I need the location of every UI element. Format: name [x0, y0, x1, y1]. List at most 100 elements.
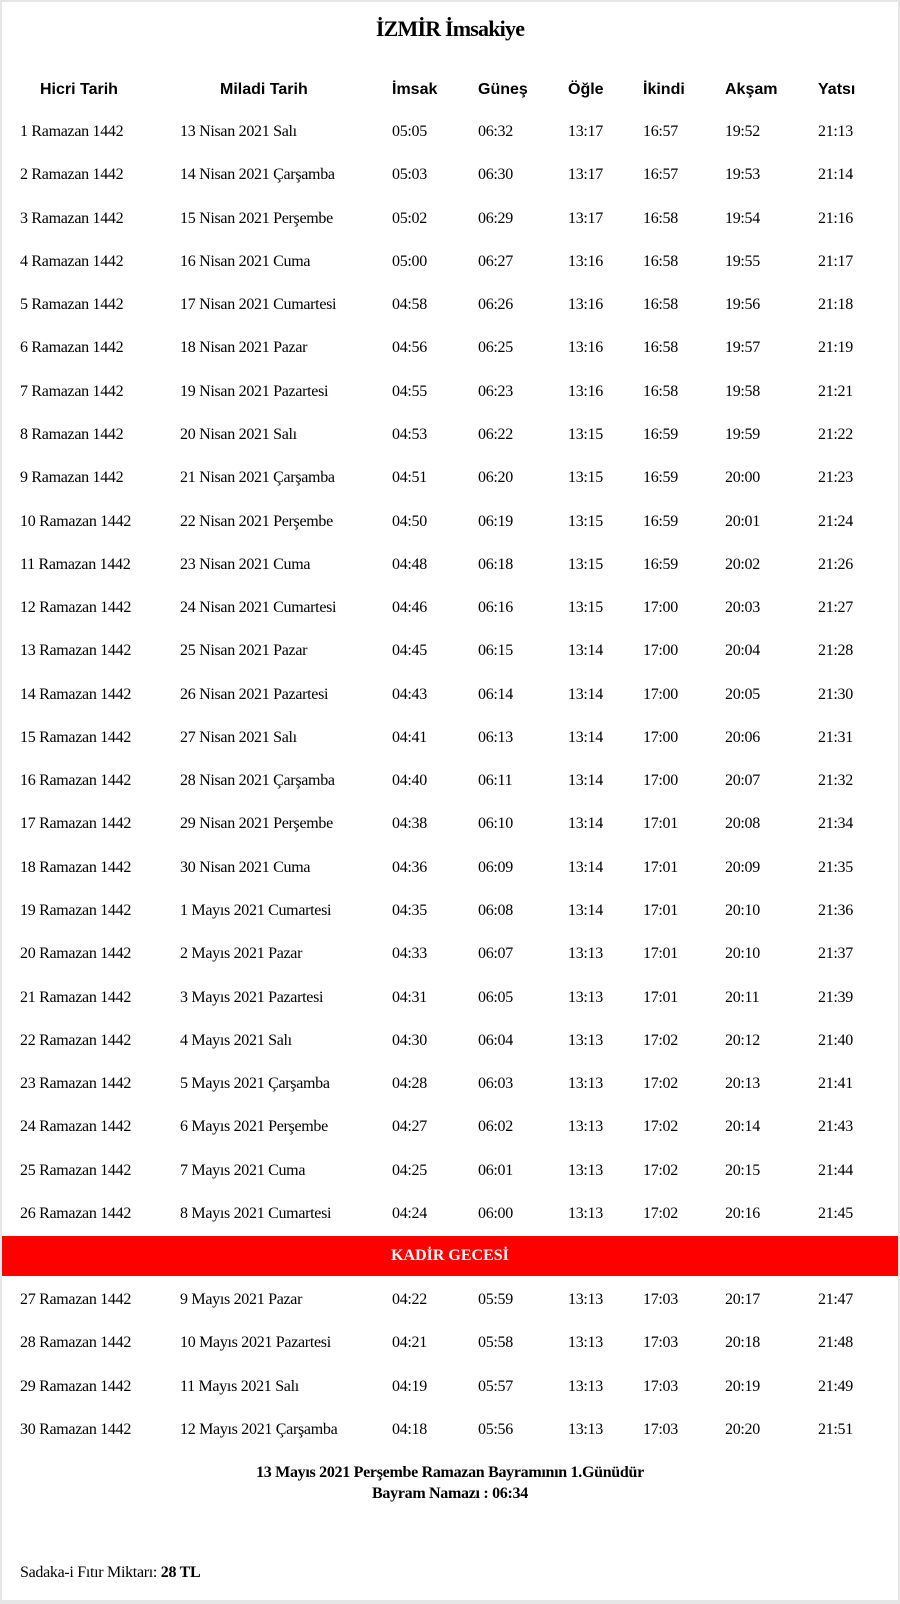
- cell-gunes: 06:10: [478, 815, 513, 833]
- cell-miladi-tarih: 27 Nisan 2021 Salı: [180, 728, 297, 746]
- bayram-note: 13 Mayıs 2021 Perşembe Ramazan Bayramını…: [256, 1464, 644, 1481]
- cell-miladi-tarih: 7 Mayıs 2021 Cuma: [180, 1161, 306, 1179]
- cell-gunes: 06:20: [478, 469, 513, 487]
- cell-hicri-tarih: 19 Ramazan 1442: [20, 902, 132, 920]
- cell-hicri-tarih: 26 Ramazan 1442: [20, 1205, 132, 1222]
- cell-ogle: 13:13: [568, 988, 603, 1006]
- cell-aksam: 20:18: [725, 1334, 760, 1352]
- cell-ogle: 13:15: [568, 599, 603, 617]
- cell-ogle: 13:15: [568, 555, 603, 573]
- cell-ikindi: 17:02: [643, 1205, 678, 1222]
- sadaka-value: 28 TL: [160, 1564, 201, 1581]
- cell-aksam: 20:14: [725, 1118, 760, 1136]
- cell-ikindi: 17:02: [643, 1075, 678, 1093]
- cell-ikindi: 17:03: [643, 1291, 678, 1308]
- cell-imsak: 04:51: [392, 469, 427, 487]
- cell-aksam: 19:57: [725, 339, 760, 357]
- kadir-gecesi-banner: KADİR GECESİ: [2, 1236, 898, 1276]
- cell-imsak: 04:36: [392, 858, 427, 876]
- cell-miladi-tarih: 13 Nisan 2021 Salı: [180, 123, 297, 140]
- cell-gunes: 06:11: [478, 772, 513, 790]
- cell-yatsi: 21:30: [818, 685, 853, 703]
- cell-ogle: 13:16: [568, 296, 603, 314]
- cell-ogle: 13:17: [568, 166, 603, 184]
- cell-hicri-tarih: 9 Ramazan 1442: [20, 469, 124, 487]
- cell-aksam: 20:00: [725, 469, 760, 487]
- cell-ogle: 13:13: [568, 1291, 603, 1308]
- sadaka-fitir: Sadaka-i Fıtır Miktarı: 28 TL: [20, 1564, 201, 1582]
- cell-hicri-tarih: 10 Ramazan 1442: [20, 512, 132, 530]
- column-header-yatsi: Yatsı: [818, 81, 856, 98]
- cell-miladi-tarih: 28 Nisan 2021 Çarşamba: [180, 772, 335, 790]
- cell-aksam: 20:15: [725, 1161, 760, 1179]
- cell-hicri-tarih: 6 Ramazan 1442: [20, 339, 124, 357]
- cell-yatsi: 21:27: [818, 599, 853, 617]
- cell-ogle: 13:13: [568, 1031, 603, 1049]
- cell-ikindi: 16:58: [643, 296, 678, 314]
- cell-yatsi: 21:24: [818, 512, 853, 530]
- cell-ikindi: 17:00: [643, 599, 678, 617]
- cell-aksam: 20:12: [725, 1031, 760, 1049]
- cell-hicri-tarih: 3 Ramazan 1442: [20, 209, 124, 227]
- cell-ikindi: 17:03: [643, 1420, 678, 1438]
- cell-yatsi: 21:49: [818, 1377, 853, 1395]
- cell-hicri-tarih: 28 Ramazan 1442: [20, 1334, 132, 1352]
- cell-ikindi: 17:02: [643, 1031, 678, 1049]
- column-header-ogle: Öğle: [568, 81, 604, 98]
- cell-yatsi: 21:51: [818, 1420, 853, 1438]
- cell-yatsi: 21:23: [818, 469, 853, 487]
- cell-miladi-tarih: 24 Nisan 2021 Cumartesi: [180, 599, 337, 617]
- cell-gunes: 06:05: [478, 988, 513, 1006]
- cell-aksam: 19:53: [725, 166, 760, 184]
- cell-miladi-tarih: 8 Mayıs 2021 Cumartesi: [180, 1205, 332, 1222]
- cell-ogle: 13:14: [568, 858, 603, 876]
- cell-imsak: 04:27: [392, 1118, 427, 1136]
- cell-hicri-tarih: 16 Ramazan 1442: [20, 772, 132, 790]
- cell-gunes: 06:18: [478, 555, 513, 573]
- cell-aksam: 20:03: [725, 599, 760, 617]
- cell-imsak: 04:58: [392, 296, 427, 314]
- cell-hicri-tarih: 2 Ramazan 1442: [20, 166, 124, 184]
- cell-gunes: 05:59: [478, 1291, 513, 1308]
- cell-miladi-tarih: 18 Nisan 2021 Pazar: [180, 339, 308, 357]
- cell-yatsi: 21:37: [818, 945, 853, 963]
- cell-gunes: 06:27: [478, 252, 513, 270]
- cell-gunes: 06:16: [478, 599, 513, 617]
- cell-yatsi: 21:34: [818, 815, 853, 833]
- cell-imsak: 04:30: [392, 1031, 427, 1049]
- cell-gunes: 06:22: [478, 425, 513, 443]
- cell-yatsi: 21:44: [818, 1161, 853, 1179]
- cell-ikindi: 17:02: [643, 1161, 678, 1179]
- cell-miladi-tarih: 17 Nisan 2021 Cumartesi: [180, 296, 337, 314]
- cell-aksam: 20:10: [725, 945, 760, 963]
- cell-imsak: 04:24: [392, 1205, 427, 1222]
- cell-hicri-tarih: 12 Ramazan 1442: [20, 599, 132, 617]
- cell-imsak: 04:50: [392, 512, 427, 530]
- cell-ogle: 13:17: [568, 209, 603, 227]
- cell-miladi-tarih: 20 Nisan 2021 Salı: [180, 425, 297, 443]
- cell-yatsi: 21:19: [818, 339, 853, 357]
- cell-aksam: 20:16: [725, 1205, 760, 1222]
- column-header-ikindi: İkindi: [643, 81, 685, 98]
- cell-gunes: 06:09: [478, 858, 513, 876]
- bayram-namazi: Bayram Namazı : 06:34: [372, 1485, 528, 1502]
- cell-miladi-tarih: 15 Nisan 2021 Perşembe: [180, 209, 333, 227]
- cell-yatsi: 21:17: [818, 252, 853, 270]
- cell-miladi-tarih: 1 Mayıs 2021 Cumartesi: [180, 902, 332, 920]
- sadaka-label: Sadaka-i Fıtır Miktarı:: [20, 1564, 158, 1581]
- cell-yatsi: 21:36: [818, 902, 853, 920]
- cell-ikindi: 17:01: [643, 858, 678, 876]
- cell-gunes: 06:15: [478, 642, 513, 660]
- cell-hicri-tarih: 4 Ramazan 1442: [20, 252, 124, 270]
- cell-miladi-tarih: 6 Mayıs 2021 Perşembe: [180, 1118, 328, 1136]
- cell-gunes: 06:32: [478, 123, 513, 140]
- cell-aksam: 19:58: [725, 382, 760, 400]
- cell-aksam: 19:59: [725, 425, 760, 443]
- cell-hicri-tarih: 22 Ramazan 1442: [20, 1031, 132, 1049]
- cell-hicri-tarih: 5 Ramazan 1442: [20, 296, 124, 314]
- cell-gunes: 06:25: [478, 339, 513, 357]
- cell-gunes: 06:03: [478, 1075, 513, 1093]
- cell-yatsi: 21:32: [818, 772, 853, 790]
- cell-aksam: 20:19: [725, 1377, 760, 1395]
- cell-ogle: 13:17: [568, 123, 603, 140]
